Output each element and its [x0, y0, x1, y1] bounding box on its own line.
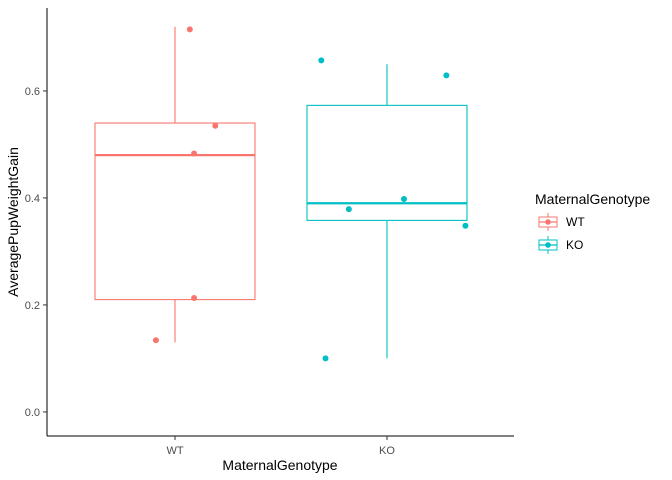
data-point	[212, 122, 219, 129]
box	[94, 122, 256, 301]
y-tick-label: 0.2	[25, 300, 40, 312]
y-tick-label: 0.6	[25, 86, 40, 98]
y-axis-title: AveragePupWeightGain	[5, 147, 21, 297]
legend-title: MaternalGenotype	[535, 191, 650, 207]
legend-key-ko	[538, 236, 558, 254]
data-point	[443, 72, 450, 79]
x-axis-title: MaternalGenotype	[222, 457, 337, 473]
x-tick-label: WT	[166, 445, 183, 457]
legend-key-point	[545, 242, 551, 248]
data-point	[345, 206, 352, 213]
data-point	[322, 355, 329, 362]
data-point	[186, 26, 193, 33]
y-tick-label: 0.4	[25, 193, 40, 205]
plot-area	[94, 26, 469, 362]
box-group-wt	[94, 26, 256, 344]
data-point	[400, 195, 407, 202]
data-point	[191, 294, 198, 301]
legend-label: KO	[566, 238, 583, 252]
axes	[46, 8, 514, 437]
data-point	[191, 150, 198, 157]
legend: MaternalGenotype WT KO	[535, 191, 650, 254]
y-ticks: 0.0 0.2 0.4 0.6	[25, 86, 47, 419]
box	[306, 104, 468, 221]
legend-label: WT	[566, 215, 585, 229]
data-point	[318, 57, 325, 64]
box-group-ko	[306, 57, 469, 362]
x-ticks: WT KO	[166, 436, 395, 457]
data-point	[152, 337, 159, 344]
legend-key-point	[545, 219, 551, 225]
legend-key-wt	[538, 213, 558, 231]
y-tick-label: 0.0	[25, 407, 40, 419]
data-point	[462, 222, 469, 229]
x-tick-label: KO	[379, 445, 395, 457]
